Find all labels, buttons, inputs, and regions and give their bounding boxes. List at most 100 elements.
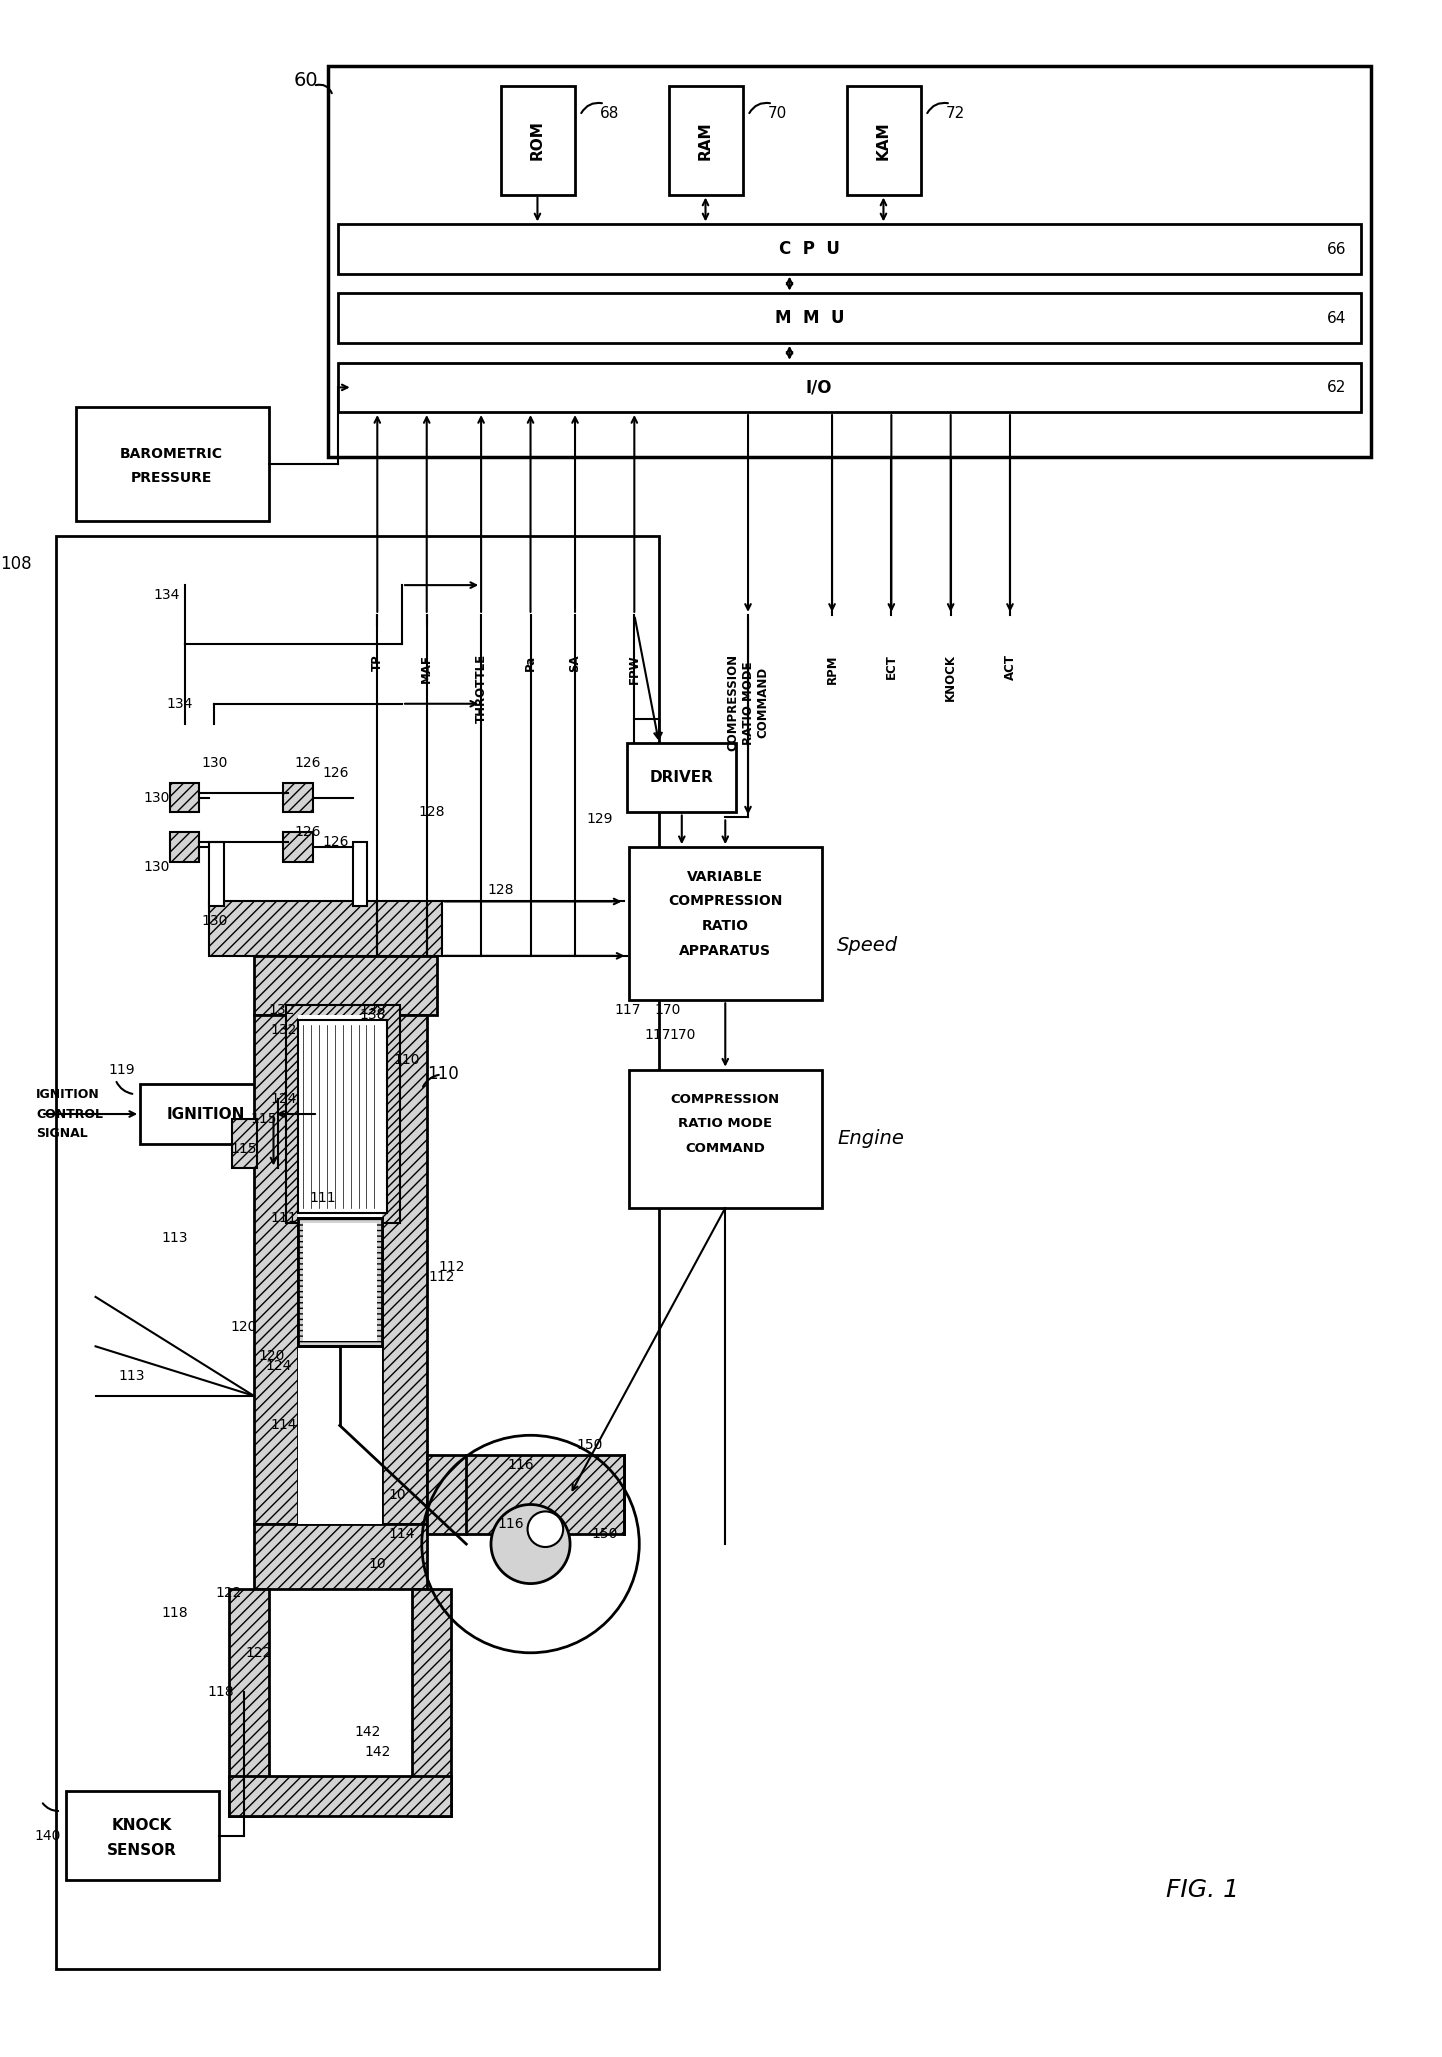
Text: BAROMETRIC: BAROMETRIC <box>120 446 224 461</box>
Bar <box>170 784 199 813</box>
Text: COMMAND: COMMAND <box>685 1142 766 1156</box>
Bar <box>232 1119 257 1168</box>
Text: APPARATUS: APPARATUS <box>679 944 771 959</box>
Text: 111: 111 <box>310 1191 336 1205</box>
Bar <box>303 1222 378 1341</box>
Bar <box>284 833 313 862</box>
Text: 126: 126 <box>323 765 349 780</box>
Bar <box>229 1777 451 1816</box>
Text: PRESSURE: PRESSURE <box>131 471 212 485</box>
Text: 119: 119 <box>108 1063 136 1076</box>
Text: 10: 10 <box>369 1557 386 1572</box>
Text: SENSOR: SENSOR <box>107 1843 177 1857</box>
Text: KAM: KAM <box>875 121 891 160</box>
Text: VARIABLE: VARIABLE <box>688 870 763 885</box>
Text: 132: 132 <box>268 1004 294 1018</box>
Text: 120: 120 <box>231 1319 257 1333</box>
Bar <box>209 901 441 957</box>
Bar <box>627 743 737 813</box>
Bar <box>629 847 822 1000</box>
Text: 110: 110 <box>394 1053 420 1068</box>
Bar <box>327 66 1371 457</box>
Bar <box>56 535 659 1969</box>
Bar <box>353 841 368 907</box>
Text: TP: TP <box>371 654 384 671</box>
Text: 130: 130 <box>200 913 228 928</box>
Text: Engine: Engine <box>836 1129 904 1148</box>
Text: 129: 129 <box>585 813 613 827</box>
Text: 130: 130 <box>143 860 170 874</box>
Text: 118: 118 <box>162 1607 187 1621</box>
Bar <box>298 1218 382 1347</box>
Text: 108: 108 <box>0 555 32 574</box>
Text: 126: 126 <box>323 835 349 850</box>
Bar <box>254 1524 427 1588</box>
Text: RAM: RAM <box>698 121 712 160</box>
Text: 138: 138 <box>359 1004 385 1018</box>
Text: M  M  U: M M U <box>774 309 844 327</box>
Bar <box>412 1588 451 1816</box>
Bar <box>669 86 743 195</box>
Text: 142: 142 <box>365 1744 391 1759</box>
Text: 10: 10 <box>388 1487 405 1502</box>
Bar <box>66 1792 219 1880</box>
Text: RPM: RPM <box>826 654 839 683</box>
Text: 70: 70 <box>767 105 787 121</box>
Text: 110: 110 <box>427 1066 459 1082</box>
Text: KNOCK: KNOCK <box>112 1818 172 1833</box>
Text: COMPRESSION: COMPRESSION <box>671 1092 780 1107</box>
Text: 113: 113 <box>118 1370 146 1382</box>
Bar <box>254 1016 298 1524</box>
Bar <box>298 1016 382 1524</box>
Text: 122: 122 <box>245 1646 273 1660</box>
Bar <box>76 407 268 520</box>
Bar <box>287 1006 399 1222</box>
Bar <box>629 1070 822 1207</box>
Bar <box>382 1016 427 1524</box>
Text: 134: 134 <box>166 697 193 712</box>
Bar <box>140 1084 274 1144</box>
Text: 130: 130 <box>200 757 228 769</box>
Text: 126: 126 <box>294 757 322 769</box>
Text: 72: 72 <box>946 105 965 121</box>
Text: 170: 170 <box>669 1028 695 1043</box>
Text: 126: 126 <box>294 825 322 839</box>
Text: IGNITION: IGNITION <box>167 1107 245 1121</box>
Text: 114: 114 <box>270 1419 297 1432</box>
Text: SA: SA <box>568 654 581 673</box>
Text: 128: 128 <box>487 882 515 897</box>
Text: 62: 62 <box>1327 381 1347 395</box>
Text: ECT: ECT <box>885 654 898 679</box>
Text: IGNITION: IGNITION <box>36 1088 99 1100</box>
Text: COMPRESSION: COMPRESSION <box>668 895 783 909</box>
Text: 128: 128 <box>418 806 446 819</box>
Text: 115: 115 <box>231 1142 257 1156</box>
Text: 117: 117 <box>645 1028 671 1043</box>
Text: COMPRESSION
RATIO MODE
COMMAND: COMPRESSION RATIO MODE COMMAND <box>727 654 770 751</box>
Text: 118: 118 <box>208 1685 234 1699</box>
Text: Pa: Pa <box>523 654 536 671</box>
Circle shape <box>490 1504 570 1584</box>
Text: 134: 134 <box>153 588 180 603</box>
Text: RATIO MODE: RATIO MODE <box>678 1117 773 1131</box>
Bar <box>337 362 1361 411</box>
Bar <box>337 294 1361 344</box>
Text: Speed: Speed <box>836 936 898 954</box>
Text: THROTTLE: THROTTLE <box>474 654 487 724</box>
Text: 68: 68 <box>600 105 619 121</box>
Text: 111: 111 <box>270 1212 297 1224</box>
Text: 115: 115 <box>251 1113 277 1125</box>
Text: C  P  U: C P U <box>779 241 839 257</box>
Text: 112: 112 <box>428 1269 454 1284</box>
Text: CONTROL: CONTROL <box>36 1107 104 1121</box>
Text: 120: 120 <box>258 1349 286 1364</box>
Text: 140: 140 <box>35 1829 61 1843</box>
Text: 60: 60 <box>293 72 317 91</box>
Text: 170: 170 <box>655 1004 681 1018</box>
Text: 66: 66 <box>1327 241 1347 257</box>
Text: 113: 113 <box>162 1230 187 1244</box>
Bar <box>298 1020 388 1214</box>
Text: 142: 142 <box>355 1726 381 1738</box>
Text: FIG. 1: FIG. 1 <box>1167 1878 1239 1903</box>
Text: 122: 122 <box>216 1586 242 1600</box>
